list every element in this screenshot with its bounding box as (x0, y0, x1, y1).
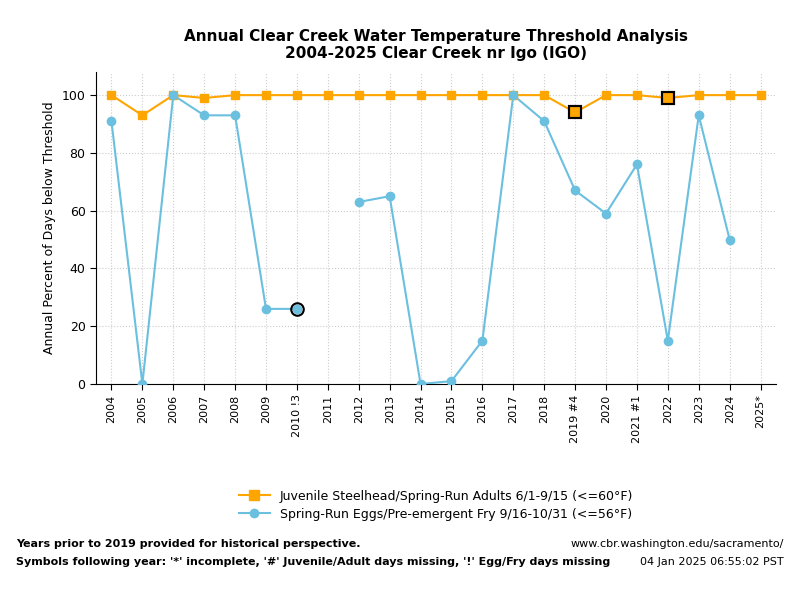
Title: Annual Clear Creek Water Temperature Threshold Analysis
2004-2025 Clear Creek nr: Annual Clear Creek Water Temperature Thr… (184, 29, 688, 61)
Text: Years prior to 2019 provided for historical perspective.: Years prior to 2019 provided for histori… (16, 539, 361, 549)
Text: www.cbr.washington.edu/sacramento/: www.cbr.washington.edu/sacramento/ (570, 539, 784, 549)
Text: 04 Jan 2025 06:55:02 PST: 04 Jan 2025 06:55:02 PST (640, 557, 784, 567)
Legend: Juvenile Steelhead/Spring-Run Adults 6/1-9/15 (<=60°F), Spring-Run Eggs/Pre-emer: Juvenile Steelhead/Spring-Run Adults 6/1… (238, 490, 634, 521)
Y-axis label: Annual Percent of Days below Threshold: Annual Percent of Days below Threshold (43, 101, 56, 355)
Text: Symbols following year: '*' incomplete, '#' Juvenile/Adult days missing, '!' Egg: Symbols following year: '*' incomplete, … (16, 557, 610, 567)
